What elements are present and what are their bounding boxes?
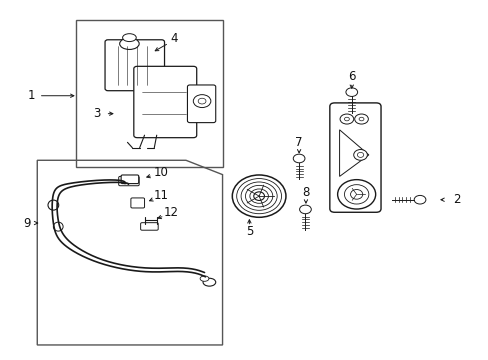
Ellipse shape: [53, 222, 63, 231]
Text: 12: 12: [163, 207, 179, 220]
Text: 3: 3: [93, 107, 101, 120]
FancyBboxPatch shape: [187, 85, 215, 123]
Ellipse shape: [232, 175, 285, 217]
FancyBboxPatch shape: [329, 103, 380, 212]
Ellipse shape: [337, 180, 375, 209]
Text: 11: 11: [154, 189, 169, 202]
Ellipse shape: [245, 185, 272, 207]
FancyBboxPatch shape: [134, 66, 196, 138]
Text: 5: 5: [245, 225, 253, 238]
Ellipse shape: [236, 179, 281, 214]
Text: 10: 10: [154, 166, 169, 179]
Ellipse shape: [350, 189, 362, 199]
Circle shape: [193, 95, 210, 108]
Ellipse shape: [120, 38, 139, 49]
Ellipse shape: [48, 200, 59, 210]
FancyBboxPatch shape: [141, 223, 158, 230]
Circle shape: [358, 117, 363, 121]
Text: 4: 4: [170, 32, 177, 45]
Circle shape: [198, 98, 205, 104]
Text: 6: 6: [347, 69, 355, 82]
Circle shape: [345, 88, 357, 96]
Text: 7: 7: [295, 136, 302, 149]
Circle shape: [344, 117, 348, 121]
Circle shape: [413, 195, 425, 204]
Text: 9: 9: [23, 216, 30, 230]
Circle shape: [354, 114, 367, 124]
FancyBboxPatch shape: [105, 40, 164, 91]
Bar: [76, 21, 222, 167]
Text: 1: 1: [27, 89, 35, 102]
Ellipse shape: [353, 149, 366, 160]
Ellipse shape: [344, 185, 368, 204]
Circle shape: [293, 154, 305, 163]
Circle shape: [299, 205, 311, 214]
FancyBboxPatch shape: [121, 175, 139, 184]
Ellipse shape: [241, 182, 277, 210]
Text: 2: 2: [452, 193, 459, 206]
Ellipse shape: [253, 192, 264, 201]
Ellipse shape: [203, 278, 215, 286]
FancyBboxPatch shape: [131, 198, 144, 208]
FancyBboxPatch shape: [119, 176, 139, 186]
Polygon shape: [339, 130, 368, 176]
Ellipse shape: [122, 34, 136, 41]
Ellipse shape: [357, 152, 363, 157]
Ellipse shape: [200, 276, 208, 281]
Ellipse shape: [249, 189, 268, 203]
Circle shape: [339, 114, 353, 124]
Text: 8: 8: [302, 186, 309, 199]
